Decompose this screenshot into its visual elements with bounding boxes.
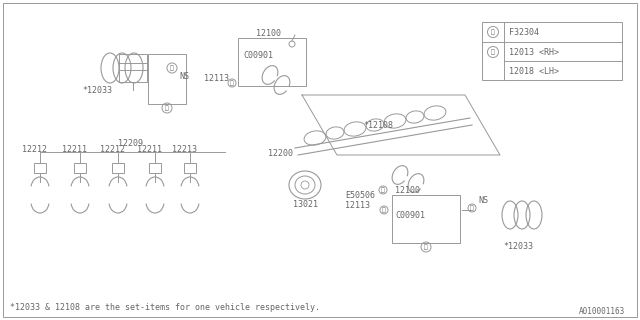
Text: 12013 <RH>: 12013 <RH>: [509, 47, 559, 57]
Text: E50506: E50506: [345, 190, 375, 199]
Text: A010001163: A010001163: [579, 308, 625, 316]
Text: *12108: *12108: [363, 121, 393, 130]
Text: *12033 & 12108 are the set-items for one vehicle respectively.: *12033 & 12108 are the set-items for one…: [10, 302, 320, 311]
Text: C00901: C00901: [395, 211, 425, 220]
Bar: [482, 22, 622, 80]
Text: *12033: *12033: [503, 242, 533, 251]
Text: ②: ②: [165, 105, 169, 111]
Text: 12100: 12100: [395, 186, 420, 195]
Text: ①: ①: [382, 207, 386, 213]
Text: 12211: 12211: [137, 145, 162, 154]
Bar: [184, 163, 196, 173]
Text: ①: ①: [491, 29, 495, 35]
Bar: [74, 163, 86, 173]
Text: ①: ①: [470, 205, 474, 211]
Text: 12018 <LH>: 12018 <LH>: [509, 67, 559, 76]
Text: *12033: *12033: [82, 85, 112, 94]
Text: ②: ②: [424, 244, 428, 250]
Text: NS: NS: [478, 196, 488, 204]
Text: ①: ①: [381, 187, 385, 193]
Text: 12212: 12212: [100, 145, 125, 154]
Bar: [238, 38, 306, 86]
Bar: [149, 163, 161, 173]
Text: 12211: 12211: [62, 145, 87, 154]
Text: ②: ②: [491, 49, 495, 55]
Text: F32304: F32304: [509, 28, 539, 36]
Bar: [148, 54, 186, 104]
Text: ①: ①: [170, 65, 174, 71]
Text: 13021: 13021: [293, 199, 318, 209]
Text: 12213: 12213: [172, 145, 197, 154]
Text: 12212: 12212: [22, 145, 47, 154]
Bar: [34, 163, 46, 173]
Bar: [112, 163, 124, 173]
Text: 12100: 12100: [256, 28, 281, 37]
Text: 12200: 12200: [268, 148, 293, 157]
Text: C00901: C00901: [243, 51, 273, 60]
Bar: [119, 54, 147, 82]
Bar: [392, 195, 460, 243]
Text: 12113: 12113: [345, 201, 370, 210]
Text: 12209: 12209: [118, 139, 143, 148]
Text: ①: ①: [230, 80, 234, 86]
Text: 12113: 12113: [204, 74, 229, 83]
Text: NS: NS: [179, 71, 189, 81]
